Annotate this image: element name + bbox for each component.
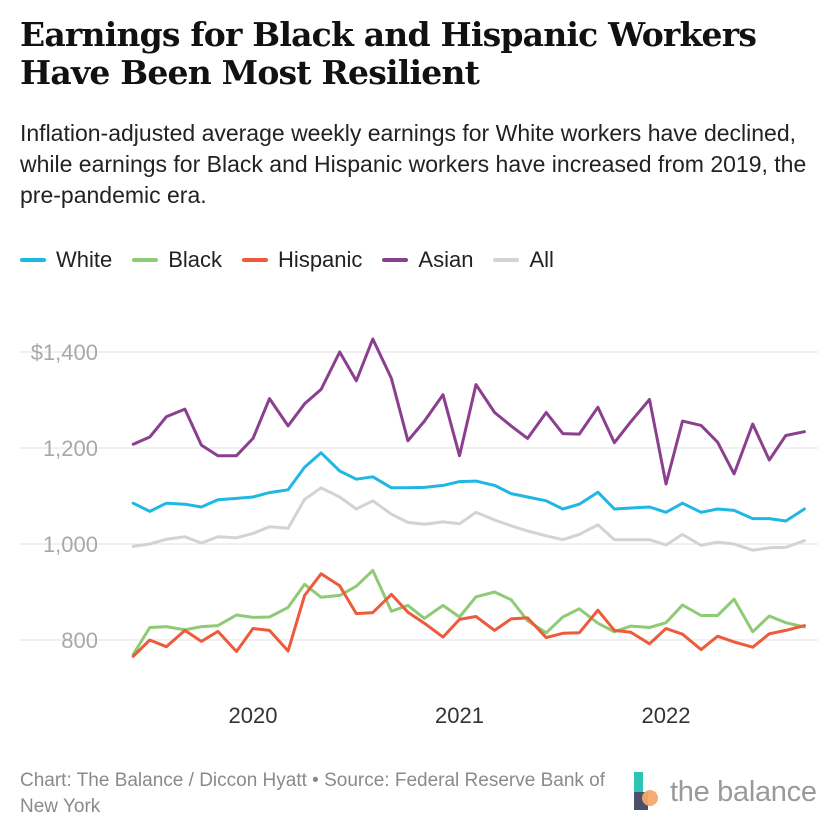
series-line-white <box>131 451 806 523</box>
x-tick-label: 2020 <box>229 703 278 728</box>
y-tick-label: 1,200 <box>43 436 98 461</box>
y-tick-label: $1,400 <box>31 340 98 365</box>
legend-label-asian: Asian <box>418 247 474 272</box>
legend-label-all: All <box>529 247 554 272</box>
series-line-asian <box>131 337 806 486</box>
legend-swatch-hispanic <box>242 258 269 262</box>
legend-swatch-black <box>132 258 159 262</box>
logo-text: the balance <box>670 775 817 808</box>
chart-footer: Chart: The Balance / Diccon Hyatt • Sour… <box>20 770 606 817</box>
legend-item-hispanic: Hispanic <box>242 247 362 273</box>
series-line-black <box>131 568 806 656</box>
balance-logo-icon <box>632 772 662 812</box>
chart-subtitle: Inflation-adjusted average weekly earnin… <box>20 120 807 208</box>
legend-item-asian: Asian <box>382 247 473 273</box>
line-chart: 800 1,000 1,200 $1,400 2020 2021 2022 <box>20 337 818 728</box>
brand-logo: the balance <box>632 772 817 812</box>
chart-legend: White Black Hispanic Asian All <box>20 246 574 274</box>
legend-label-black: Black <box>168 247 223 272</box>
legend-label-hispanic: Hispanic <box>278 247 363 272</box>
y-tick-label: 1,000 <box>43 532 98 557</box>
chart-title: Earnings for Black and Hispanic Workers … <box>20 15 757 92</box>
x-tick-label: 2021 <box>435 703 484 728</box>
series-line-hispanic <box>131 572 806 658</box>
legend-swatch-white <box>20 258 46 262</box>
legend-item-all: All <box>493 247 554 273</box>
series-line-all <box>131 486 806 552</box>
legend-label-white: White <box>56 247 113 272</box>
x-tick-label: 2022 <box>642 703 691 728</box>
legend-item-white: White <box>20 247 112 273</box>
y-tick-label: 800 <box>61 628 98 653</box>
legend-swatch-asian <box>382 258 409 262</box>
legend-item-black: Black <box>132 247 222 273</box>
legend-swatch-all <box>493 258 520 262</box>
